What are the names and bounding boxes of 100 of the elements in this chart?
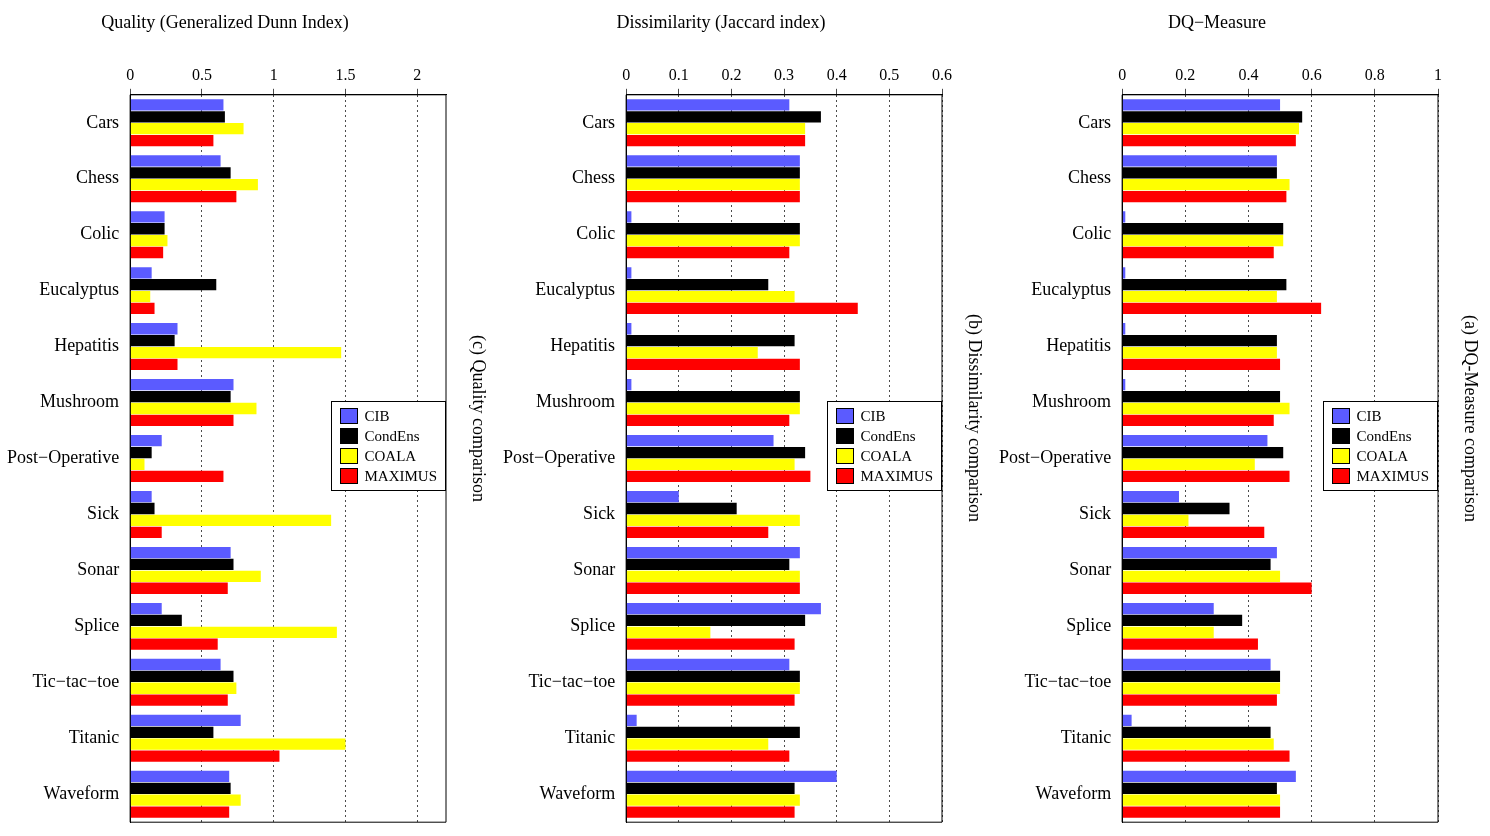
bar xyxy=(1122,794,1281,806)
bar xyxy=(626,99,790,111)
bar xyxy=(130,402,257,415)
bar xyxy=(626,794,800,806)
bar xyxy=(1122,682,1281,694)
bar xyxy=(130,638,218,650)
legend-label: MAXIMUS xyxy=(1356,467,1429,487)
bar xyxy=(626,806,795,818)
bar xyxy=(626,190,800,203)
legend-label: COALA xyxy=(860,447,913,467)
bar xyxy=(1122,402,1290,415)
legend-label: CIB xyxy=(860,407,886,427)
y-tick-label: Splice xyxy=(74,615,120,636)
text: (a) DQ-Measure comparison xyxy=(1459,313,1482,524)
bar xyxy=(626,290,795,303)
bar xyxy=(130,123,244,135)
legend-label: CIB xyxy=(1356,407,1382,427)
legend-label: CondEns xyxy=(860,427,916,447)
bar xyxy=(130,246,164,259)
bar xyxy=(626,414,790,427)
y-tick-label: Eucalyptus xyxy=(1031,279,1112,300)
bar xyxy=(626,658,790,671)
bar xyxy=(1122,546,1277,559)
chart-title: Quality (Generalized Dunn Index) xyxy=(101,11,349,33)
x-tick-label: 0 xyxy=(126,66,135,84)
x-tick-label: 0.1 xyxy=(668,66,689,84)
y-tick-label: Eucalyptus xyxy=(39,279,120,300)
y-tick-label: Eucalyptus xyxy=(535,279,616,300)
y-tick-label: Hepatitis xyxy=(1046,335,1112,356)
y-tick-label: Mushroom xyxy=(40,391,120,412)
bar xyxy=(626,638,795,650)
y-tick-label: Sick xyxy=(87,503,120,524)
y-tick-label: Mushroom xyxy=(1032,391,1112,412)
bar xyxy=(626,626,711,638)
bar xyxy=(626,458,795,471)
bar xyxy=(1122,526,1265,538)
x-tick-label: 0.2 xyxy=(721,66,742,84)
bar xyxy=(1122,658,1271,671)
text: (b) Dissimilarity comparison xyxy=(963,313,986,524)
bar xyxy=(1122,694,1277,706)
bar xyxy=(626,155,800,167)
bar xyxy=(130,682,237,694)
y-tick-label: Titanic xyxy=(68,727,120,747)
bar xyxy=(1122,435,1268,447)
y-tick-label: Post−Operative xyxy=(6,447,120,468)
text: (c) Quality comparison xyxy=(467,333,490,504)
y-tick-label: Mushroom xyxy=(536,391,616,412)
x-tick-label: 0.4 xyxy=(1238,66,1259,84)
bar xyxy=(130,155,221,167)
x-tick-label: 1.5 xyxy=(335,66,356,84)
bar xyxy=(130,770,230,783)
y-tick-label: Sonar xyxy=(77,559,120,580)
bar xyxy=(1122,470,1290,482)
bar xyxy=(1122,626,1214,638)
bar xyxy=(130,99,224,111)
bar xyxy=(130,211,165,223)
bar xyxy=(130,738,346,750)
x-tick-label: 1 xyxy=(1434,66,1442,84)
bar xyxy=(130,179,258,191)
x-tick-label: 0.2 xyxy=(1175,66,1196,84)
y-tick-label: Waveform xyxy=(1035,782,1112,803)
bar xyxy=(626,134,806,147)
bar xyxy=(1122,414,1274,427)
bar xyxy=(1122,750,1290,762)
bar xyxy=(130,714,241,727)
x-tick-label: 0 xyxy=(622,66,631,84)
bar xyxy=(130,750,280,762)
bar xyxy=(130,190,237,203)
bar xyxy=(1122,179,1290,191)
bar xyxy=(1122,806,1281,818)
bar xyxy=(130,470,224,482)
bar xyxy=(1122,99,1281,111)
bar xyxy=(626,582,800,594)
bar xyxy=(130,435,162,447)
bar xyxy=(130,658,221,671)
bar xyxy=(1122,770,1296,783)
y-tick-label: Colic xyxy=(1072,223,1112,244)
x-tick-label: 0 xyxy=(1118,66,1127,84)
x-tick-label: 0.5 xyxy=(879,66,900,84)
bar xyxy=(1122,246,1274,259)
bar xyxy=(130,290,151,303)
y-tick-label: Sick xyxy=(583,503,616,524)
bar xyxy=(130,546,231,559)
bar xyxy=(130,379,234,391)
bar xyxy=(626,682,800,694)
bar xyxy=(1122,290,1277,303)
bar xyxy=(1122,602,1214,615)
legend-label: COALA xyxy=(1356,447,1409,467)
y-tick-label: Waveform xyxy=(43,782,120,803)
y-tick-label: Chess xyxy=(1068,167,1112,188)
bar xyxy=(626,358,800,371)
y-tick-label: Waveform xyxy=(539,782,616,803)
y-tick-label: Splice xyxy=(570,615,616,636)
bar xyxy=(626,346,758,359)
bar xyxy=(130,414,234,427)
bar xyxy=(1122,714,1132,727)
x-tick-label: 1 xyxy=(269,66,278,84)
bar xyxy=(1122,490,1179,503)
y-tick-label: Cars xyxy=(1078,111,1112,132)
y-tick-label: Sonar xyxy=(573,559,616,580)
